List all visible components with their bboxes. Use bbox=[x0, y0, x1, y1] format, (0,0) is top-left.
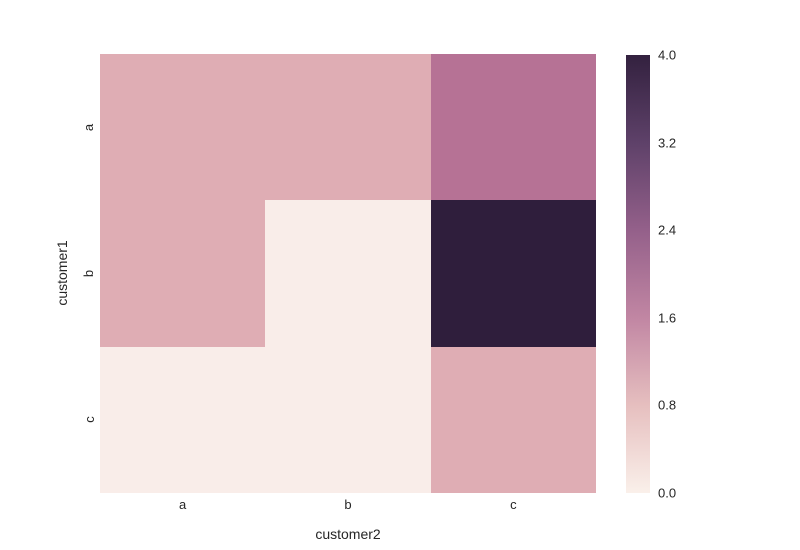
y-tick-c: c bbox=[81, 416, 97, 424]
x-axis-label: customer2 bbox=[315, 526, 381, 542]
x-axis-ticks: a b c bbox=[100, 497, 596, 512]
colorbar-ticks: 4.0 3.2 2.4 1.6 0.8 0.0 bbox=[658, 48, 708, 501]
heatmap-cell-b-c bbox=[430, 200, 596, 347]
heatmap-cell-c-c bbox=[430, 346, 596, 493]
heatmap-cell-a-c bbox=[430, 54, 596, 201]
y-tick-a: a bbox=[80, 123, 96, 131]
heatmap-cell-b-a bbox=[100, 200, 266, 347]
heatmap-cell-a-a bbox=[100, 54, 266, 201]
colorbar-tick-1.6: 1.6 bbox=[658, 310, 677, 326]
heatmap-cell-a-b bbox=[265, 54, 431, 201]
heatmap-cell-b-b bbox=[265, 200, 431, 347]
x-tick-c: c bbox=[510, 497, 517, 512]
colorbar-tick-4.0: 4.0 bbox=[658, 47, 677, 63]
y-tick-b: b bbox=[80, 269, 96, 278]
heatmap-cell-c-b bbox=[265, 346, 431, 493]
x-tick-a: a bbox=[179, 497, 187, 512]
y-axis-label: customer1 bbox=[54, 240, 70, 306]
colorbar-tick-2.4: 2.4 bbox=[658, 222, 677, 238]
x-tick-b: b bbox=[344, 497, 352, 512]
heatmap-grid bbox=[100, 54, 596, 493]
colorbar bbox=[626, 55, 650, 493]
colorbar-tick-0.0: 0.0 bbox=[658, 485, 677, 501]
colorbar-tick-3.2: 3.2 bbox=[658, 135, 677, 151]
colorbar-tick-0.8: 0.8 bbox=[658, 397, 677, 413]
y-axis-ticks: a b c bbox=[0, 54, 97, 493]
heatmap-cell-c-a bbox=[100, 346, 266, 493]
